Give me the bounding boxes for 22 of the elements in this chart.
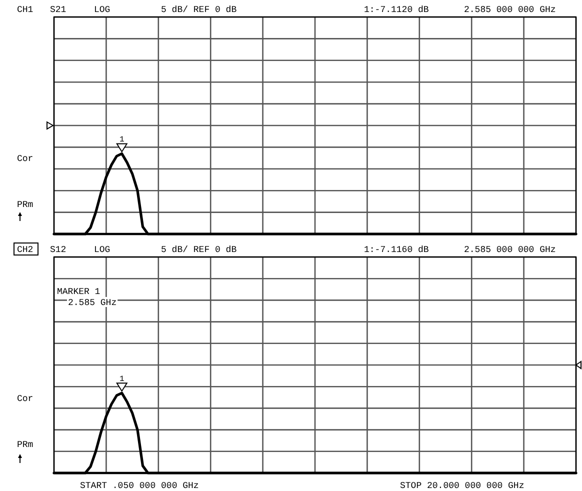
text: 1 <box>119 136 124 145</box>
text: MARKER 1 <box>57 287 100 297</box>
text: S21 <box>50 5 66 15</box>
text: 2.585 000 000 GHz <box>464 245 556 255</box>
text: 5 dB/ REF 0 dB <box>161 245 238 255</box>
text: 2.585 GHz <box>68 298 117 308</box>
text: 1 <box>119 375 124 384</box>
text: START .050 000 000 GHz <box>80 481 199 491</box>
text: S12 <box>50 245 66 255</box>
text: PRm <box>17 200 34 210</box>
text: PRm <box>17 440 34 450</box>
chart-title: CH1 <box>17 5 34 15</box>
text: 5 dB/ REF 0 dB <box>161 5 238 15</box>
text: STOP 20.000 000 000 GHz <box>400 481 524 491</box>
chart-title: CH2 <box>17 245 34 255</box>
text: 1:-7.1120 dB <box>364 5 430 15</box>
text: LOG <box>94 245 110 255</box>
text: Cor <box>17 154 34 164</box>
text: 1:-7.1160 dB <box>364 245 430 255</box>
text: 2.585 000 000 GHz <box>464 5 556 15</box>
text: LOG <box>94 5 110 15</box>
text: Cor <box>17 394 34 404</box>
